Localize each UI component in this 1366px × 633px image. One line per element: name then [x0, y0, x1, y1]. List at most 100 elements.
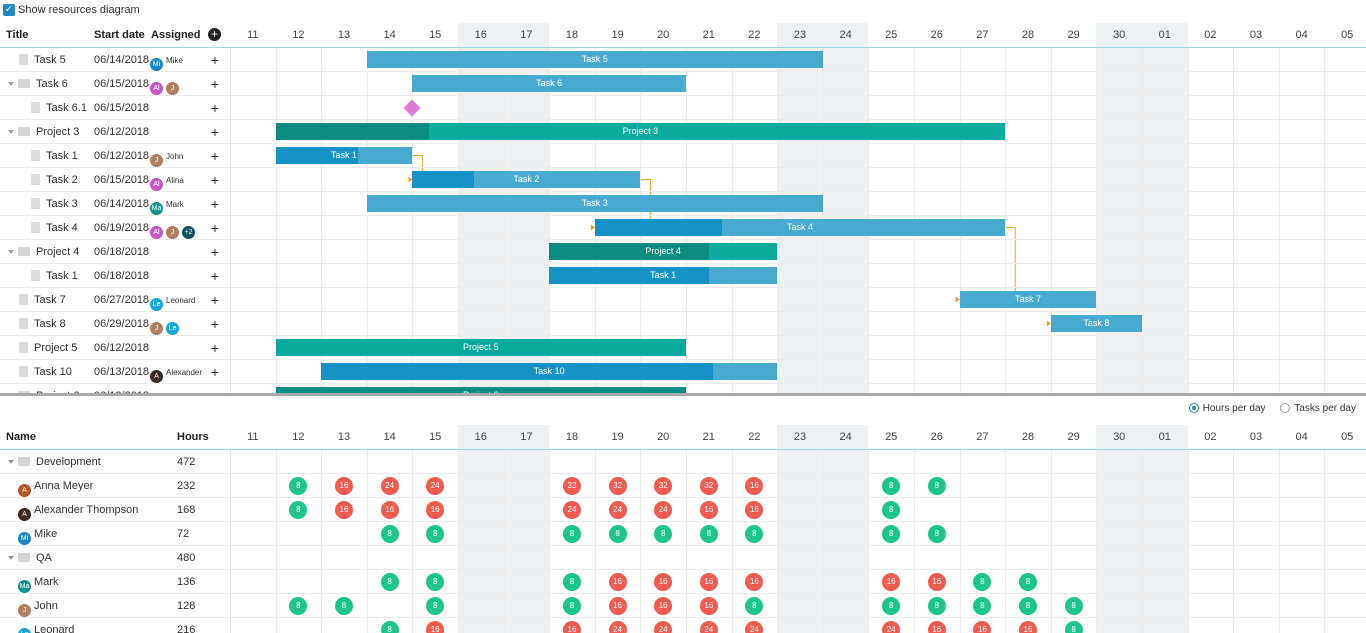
gantt-day-20[interactable]: 20: [657, 29, 670, 41]
load-circle[interactable]: 16: [882, 573, 901, 591]
gantt-day-13[interactable]: 13: [337, 29, 351, 41]
load-circle[interactable]: 24: [426, 477, 445, 495]
load-circle[interactable]: 16: [745, 573, 764, 591]
load-circle[interactable]: 8: [563, 573, 581, 591]
resource-row[interactable]: Mi Mike 72: [0, 522, 230, 546]
resource-row[interactable]: A Anna Meyer 232: [0, 474, 230, 498]
layout-resizer[interactable]: [0, 393, 1366, 396]
resource-day-16[interactable]: 16: [458, 425, 504, 449]
load-circle[interactable]: 8: [927, 597, 946, 615]
resource-row[interactable]: Development 472: [0, 450, 230, 474]
load-circle[interactable]: 8: [973, 597, 992, 615]
load-circle[interactable]: 16: [335, 477, 353, 495]
resource-day-11[interactable]: 11: [247, 431, 259, 443]
resource-row[interactable]: QA 480: [0, 546, 230, 570]
gantt-day-17[interactable]: 17: [503, 23, 550, 47]
task-title-cell[interactable]: Project 5: [19, 336, 77, 360]
task-row[interactable]: Task 8 06/29/2018 J Le +: [0, 312, 230, 336]
load-circle[interactable]: 32: [563, 477, 581, 495]
resource-name-cell[interactable]: Development: [8, 450, 101, 474]
task-assignees[interactable]: Le Leonard: [150, 288, 195, 312]
expand-caret-icon[interactable]: [8, 556, 14, 560]
task-row[interactable]: Task 6 06/15/2018 Al J +: [0, 72, 230, 96]
tasks-per-day-option[interactable]: Tasks per day: [1280, 403, 1356, 414]
load-circle[interactable]: 16: [1019, 621, 1037, 633]
resource-day-02[interactable]: 02: [1204, 431, 1217, 443]
task-row[interactable]: Project 4 06/18/2018 +: [0, 240, 230, 264]
load-circle[interactable]: 8: [380, 525, 399, 543]
load-circle[interactable]: 8: [654, 525, 673, 543]
gantt-day-02[interactable]: 02: [1204, 29, 1217, 41]
add-subtask-icon[interactable]: +: [210, 268, 220, 284]
resource-day-13[interactable]: 13: [337, 431, 351, 443]
resource-day-20[interactable]: 20: [657, 431, 670, 443]
task-row[interactable]: Task 2 06/15/2018 Al Alina +: [0, 168, 230, 192]
resource-row[interactable]: J John 128: [0, 594, 230, 618]
gantt-day-15[interactable]: 15: [429, 29, 442, 41]
gantt-bar[interactable]: Task 4: [594, 219, 1006, 236]
load-circle[interactable]: 8: [1064, 597, 1083, 615]
task-title-cell[interactable]: Task 3: [31, 192, 78, 216]
task-title-cell[interactable]: Project 4: [8, 240, 79, 264]
task-title-cell[interactable]: Task 6.1: [31, 96, 87, 120]
task-title-cell[interactable]: Task 7: [19, 288, 66, 312]
load-circle[interactable]: 16: [608, 597, 627, 615]
task-assignees[interactable]: Ma Mark: [150, 192, 184, 216]
load-circle[interactable]: 16: [426, 501, 445, 519]
load-circle[interactable]: 24: [654, 501, 673, 519]
resource-day-23[interactable]: 23: [777, 425, 823, 449]
load-circle[interactable]: 8: [426, 597, 445, 615]
load-circle[interactable]: 16: [335, 501, 353, 519]
task-row[interactable]: Task 4 06/19/2018 Al J +2 +: [0, 216, 230, 240]
load-circle[interactable]: 8: [608, 525, 627, 543]
load-circle[interactable]: 8: [1019, 573, 1037, 591]
load-circle[interactable]: 16: [699, 597, 718, 615]
load-circle[interactable]: 8: [563, 597, 581, 615]
resource-day-04[interactable]: 04: [1295, 431, 1308, 443]
load-circle[interactable]: 8: [380, 621, 399, 633]
gantt-day-04[interactable]: 04: [1295, 29, 1308, 41]
load-circle[interactable]: 8: [1019, 597, 1037, 615]
load-circle[interactable]: 16: [699, 573, 718, 591]
expand-caret-icon[interactable]: [8, 250, 14, 254]
gantt-bar[interactable]: Project 4: [549, 243, 778, 260]
task-title-cell[interactable]: Task 10: [19, 360, 72, 384]
column-assigned[interactable]: Assigned: [151, 29, 201, 41]
load-circle[interactable]: 8: [289, 597, 308, 615]
load-circle[interactable]: 24: [563, 501, 581, 519]
load-circle[interactable]: 24: [380, 477, 399, 495]
load-circle[interactable]: 24: [608, 501, 627, 519]
gantt-day-28[interactable]: 28: [1021, 29, 1035, 41]
load-circle[interactable]: 24: [699, 621, 718, 633]
load-circle[interactable]: 8: [882, 597, 901, 615]
task-title-cell[interactable]: Task 8: [19, 312, 66, 336]
add-subtask-icon[interactable]: +: [210, 220, 220, 236]
task-row[interactable]: Project 3 06/12/2018 +: [0, 120, 230, 144]
gantt-day-26[interactable]: 26: [930, 29, 943, 41]
task-row[interactable]: Task 6.1 06/15/2018 +: [0, 96, 230, 120]
task-title-cell[interactable]: Task 1: [31, 264, 78, 288]
gantt-bar[interactable]: Task 2: [412, 171, 641, 188]
task-row[interactable]: Task 1 06/18/2018 +: [0, 264, 230, 288]
add-subtask-icon[interactable]: +: [209, 384, 221, 393]
resource-day-21[interactable]: 21: [702, 431, 715, 443]
task-title-cell[interactable]: Task 6: [8, 72, 68, 96]
load-circle[interactable]: 32: [608, 477, 627, 495]
task-row[interactable]: Project 5 06/12/2018 +: [0, 336, 230, 360]
gantt-day-18[interactable]: 18: [565, 29, 579, 41]
add-subtask-icon[interactable]: +: [210, 340, 220, 356]
load-circle[interactable]: 8: [699, 525, 718, 543]
task-title-cell[interactable]: Project 3: [8, 120, 79, 144]
add-subtask-icon[interactable]: +: [210, 364, 220, 380]
resource-day-15[interactable]: 15: [429, 431, 442, 443]
add-subtask-icon[interactable]: +: [210, 316, 220, 332]
load-circle[interactable]: 16: [380, 501, 399, 519]
add-subtask-icon[interactable]: +: [210, 100, 220, 116]
gantt-bar[interactable]: Project 6: [275, 387, 686, 393]
task-row[interactable]: Project 6 06/12/2018 +: [0, 384, 230, 393]
load-circle[interactable]: 16: [745, 477, 764, 495]
gantt-bar[interactable]: Task 1: [275, 147, 413, 164]
gantt-bar[interactable]: Task 5: [366, 51, 823, 68]
